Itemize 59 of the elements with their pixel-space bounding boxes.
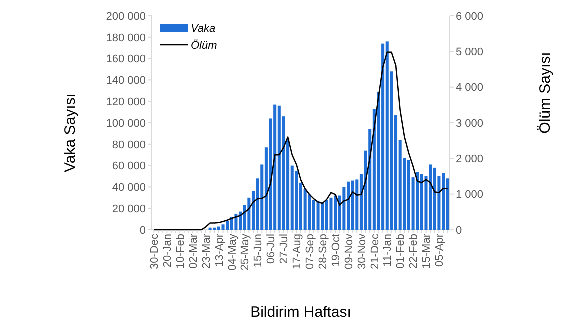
x-tick-label: 23-Mar <box>200 234 213 269</box>
x-tick-label: 27-Jul <box>278 234 291 264</box>
bar <box>325 200 328 230</box>
y2-axis-title: Ölüm Sayısı <box>537 52 554 134</box>
x-tick-label: 25-May <box>240 234 252 271</box>
x-tick-label: 28-Sep <box>317 234 330 270</box>
y-tick-label: 200 000 <box>106 10 146 23</box>
x-tick-label: 07-Sep <box>304 234 316 270</box>
y-tick-label: 60 000 <box>112 160 146 173</box>
y2-tick-label: 5 000 <box>456 46 484 59</box>
x-tick-label: 21-Dec <box>369 234 382 270</box>
y2-tick-label: 1 000 <box>456 189 484 202</box>
bar <box>274 104 277 230</box>
x-tick-label: 19-Oct <box>330 234 342 268</box>
y-tick-label: 160 000 <box>106 54 146 66</box>
x-tick-label: 04-May <box>226 234 239 271</box>
legend-label: Ölüm <box>191 38 218 52</box>
bar <box>416 172 420 230</box>
x-tick-label: 15-Mar <box>421 234 434 269</box>
x-tick-label: 22-Feb <box>408 234 420 269</box>
y2-tick-label: 4 000 <box>456 82 484 94</box>
x-tick-label: 06-Jul <box>266 234 278 264</box>
y-tick-label: 40 000 <box>112 182 146 194</box>
bar <box>321 202 324 230</box>
x-tick-label: 13-Apr <box>214 234 226 268</box>
x-tick-label: 20-Jan <box>162 234 174 268</box>
y-tick-label: 120 000 <box>106 96 146 108</box>
x-tick-label: 15-Jun <box>252 234 265 268</box>
bar <box>330 198 333 230</box>
legend-label: Vaka <box>191 22 216 35</box>
bar <box>386 42 389 230</box>
bar <box>222 224 225 230</box>
bar <box>346 182 350 230</box>
y-tick-label: 140 000 <box>106 75 146 88</box>
x-tick-label: 17-Aug <box>292 234 304 270</box>
y-tick-label: 100 000 <box>106 118 146 130</box>
bar <box>234 214 238 230</box>
bar <box>278 106 281 230</box>
x-tick-label: 10-Feb <box>174 234 187 269</box>
x-tick-label: 05-Apr <box>434 234 446 268</box>
y-tick-label: 0 <box>140 224 146 237</box>
y-tick-label: 80 000 <box>112 139 146 152</box>
x-axis-title: Bildirim Haftası <box>250 304 352 321</box>
y-tick-label: 180 000 <box>106 32 146 44</box>
bar <box>433 168 436 230</box>
bar <box>351 180 354 230</box>
x-tick-label: 02-Mar <box>188 234 200 269</box>
bar <box>316 201 320 230</box>
y2-tick-label: 6 000 <box>456 10 484 23</box>
y-axis-title: Vaka Sayısı <box>62 94 79 172</box>
y-tick-label: 20 000 <box>112 203 146 216</box>
y2-tick-label: 3 000 <box>456 118 484 130</box>
y2-tick-label: 2 000 <box>456 154 484 166</box>
x-tick-label: 01-Feb <box>395 234 408 269</box>
x-tick-label: 09-Nov <box>343 234 356 270</box>
x-tick-label: 11-Jan <box>382 234 394 267</box>
x-tick-label: 30-Nov <box>356 234 368 270</box>
x-tick-label: 30-Dec <box>149 234 162 270</box>
y2-tick-label: 0 <box>456 224 462 237</box>
